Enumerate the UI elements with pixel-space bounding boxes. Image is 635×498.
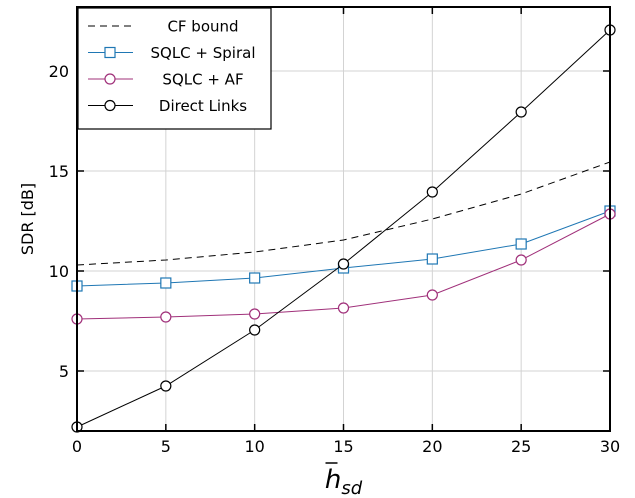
series-line-cf-bound (76, 161, 611, 266)
y-tick-label: 20 (49, 62, 69, 81)
svg-text:hsd: hsd (325, 465, 363, 498)
legend: CF bound SQLC + Spiral SQLC + AF Direct Lin… (77, 7, 272, 130)
x-axis-label: hsd (325, 462, 363, 498)
legend-marker (104, 73, 116, 85)
x-tick-label: 10 (244, 437, 264, 456)
y-axis-label: SDR [dB] (18, 183, 37, 255)
data-point-sqlc-af (515, 254, 527, 266)
legend-marker (104, 46, 116, 59)
data-point-direct-links (515, 106, 527, 118)
legend-entry-sqlc-spiral: SQLC + Spiral (88, 44, 256, 62)
legend-marker (104, 99, 116, 112)
y-tick-label: 5 (59, 362, 69, 381)
x-tick-label: 30 (600, 437, 620, 456)
data-point-direct-links (337, 258, 350, 270)
data-point-direct-links (426, 186, 438, 198)
x-tick-label: 0 (72, 437, 82, 456)
legend-entry-cf-bound: CF bound (88, 18, 239, 36)
x-tick-label: 15 (333, 437, 353, 456)
data-point-sqlc-af (426, 289, 438, 301)
legend-entry-sqlc-af: SQLC + AF (88, 71, 244, 89)
x-tick-label: 20 (422, 437, 442, 456)
data-point-sqlc-spiral (515, 238, 527, 250)
data-point-sqlc-spiral (249, 272, 261, 284)
legend-label: SQLC + AF (162, 71, 243, 89)
series-group (71, 24, 616, 433)
y-tick-label: 15 (49, 162, 69, 181)
legend-label: SQLC + Spiral (151, 44, 256, 62)
data-point-sqlc-spiral (426, 253, 438, 265)
data-point-sqlc-spiral (160, 277, 172, 289)
x-tick-label: 25 (511, 437, 531, 456)
legend-entry-direct-links: Direct Links (88, 97, 247, 115)
data-point-direct-links (160, 380, 172, 392)
x-axis-label-main: h (325, 465, 341, 495)
data-point-sqlc-af (337, 302, 350, 314)
data-point-sqlc-af (160, 311, 172, 323)
legend-label: Direct Links (159, 97, 247, 115)
data-point-sqlc-af (249, 308, 261, 320)
x-tick-label: 5 (161, 437, 171, 456)
series-sqlc-af (71, 208, 616, 325)
x-axis-label-sub: sd (341, 478, 362, 498)
data-point-direct-links (249, 324, 261, 336)
y-tick-label: 10 (49, 262, 69, 281)
series-cf-bound (76, 161, 611, 266)
axis-ticks: 0 5 10 15 20 25 30 5 10 15 20 (49, 7, 620, 456)
legend-label: CF bound (167, 18, 238, 36)
series-direct-links (71, 24, 616, 433)
